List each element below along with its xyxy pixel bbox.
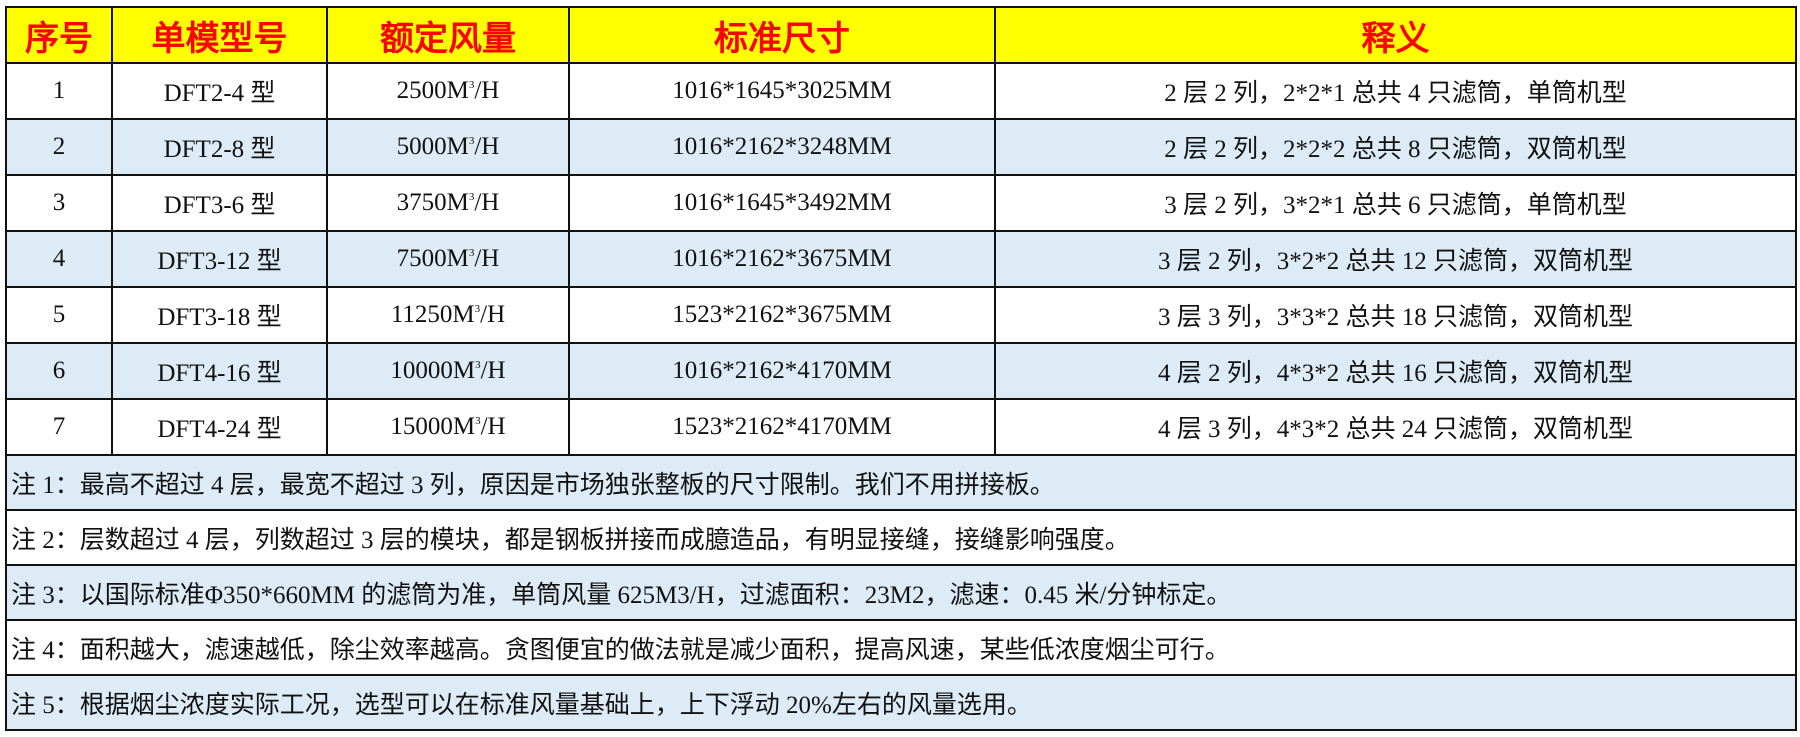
- cell-no: 6: [5, 342, 113, 400]
- table-row: 5 DFT3-18 型 11250M3/H 1523*2162*3675MM 3…: [5, 286, 1797, 344]
- note-text: 注 4：面积越大，滤速越低，除尘效率越高。贪图便宜的做法就是减少面积，提高风速，…: [5, 619, 1797, 676]
- airflow-value: 5000M: [396, 133, 469, 160]
- superscript: 3: [474, 303, 481, 315]
- superscript: 3: [475, 359, 481, 371]
- table-row: 2 DFT2-8 型 5000M3/H 1016*2162*3248MM 2 层…: [5, 118, 1797, 176]
- header-size: 标准尺寸: [568, 6, 996, 64]
- cell-no: 1: [5, 62, 113, 120]
- header-airflow: 额定风量: [326, 6, 570, 64]
- note-row: 注 5：根据烟尘浓度实际工况，选型可以在标准风量基础上，上下浮动 20%左右的风…: [5, 674, 1797, 731]
- cell-model: DFT2-4 型: [111, 62, 328, 120]
- header-desc: 释义: [994, 6, 1797, 64]
- table-row: 3 DFT3-6 型 3750M3/H 1016*1645*3492MM 3 层…: [5, 174, 1797, 232]
- cell-size: 1523*2162*3675MM: [568, 286, 996, 344]
- cell-desc: 3 层 2 列，3*2*2 总共 12 只滤筒，双筒机型: [994, 230, 1797, 288]
- note-row: 注 2：层数超过 4 层，列数超过 3 层的模块，都是钢板拼接而成臆造品，有明显…: [5, 509, 1797, 566]
- airflow-unit: /H: [474, 77, 500, 104]
- airflow-unit: /H: [480, 301, 506, 328]
- cell-airflow: 11250M3/H: [326, 286, 570, 344]
- superscript: 3: [475, 415, 481, 427]
- superscript: 3: [468, 191, 475, 203]
- cell-size: 1523*2162*4170MM: [568, 398, 996, 456]
- cell-desc: 4 层 3 列，4*3*2 总共 24 只滤筒，双筒机型: [994, 398, 1797, 456]
- cell-airflow: 3750M3/H: [326, 174, 570, 232]
- table-row: 4 DFT3-12 型 7500M3/H 1016*2162*3675MM 3 …: [5, 230, 1797, 288]
- airflow-unit: /H: [480, 357, 506, 384]
- cell-no: 3: [5, 174, 113, 232]
- airflow-value: 10000M: [390, 357, 476, 384]
- airflow-value: 7500M: [396, 245, 469, 272]
- cell-airflow: 2500M3/H: [326, 62, 570, 120]
- cell-size: 1016*2162*3248MM: [568, 118, 996, 176]
- spec-table: 序号 单模型号 额定风量 标准尺寸 释义 1 DFT2-4 型 2500M3/H…: [5, 6, 1797, 731]
- cell-model: DFT3-18 型: [111, 286, 328, 344]
- note-row: 注 1：最高不超过 4 层，最宽不超过 3 列，原因是市场独张整板的尺寸限制。我…: [5, 454, 1797, 511]
- airflow-value: 3750M: [396, 189, 469, 216]
- airflow-value: 11250M: [390, 301, 475, 328]
- note-text: 注 1：最高不超过 4 层，最宽不超过 3 列，原因是市场独张整板的尺寸限制。我…: [5, 454, 1797, 511]
- airflow-unit: /H: [474, 189, 500, 216]
- airflow-unit: /H: [474, 133, 500, 160]
- cell-no: 4: [5, 230, 113, 288]
- note-text: 注 3：以国际标准Φ350*660MM 的滤筒为准，单筒风量 625M3/H，过…: [5, 564, 1797, 621]
- cell-desc: 4 层 2 列，4*3*2 总共 16 只滤筒，双筒机型: [994, 342, 1797, 400]
- cell-size: 1016*1645*3492MM: [568, 174, 996, 232]
- cell-no: 5: [5, 286, 113, 344]
- note-row: 注 3：以国际标准Φ350*660MM 的滤筒为准，单筒风量 625M3/H，过…: [5, 564, 1797, 621]
- cell-desc: 2 层 2 列，2*2*2 总共 8 只滤筒，双筒机型: [994, 118, 1797, 176]
- superscript: 3: [468, 79, 475, 91]
- cell-size: 1016*1645*3025MM: [568, 62, 996, 120]
- header-model: 单模型号: [111, 6, 328, 64]
- cell-no: 2: [5, 118, 113, 176]
- cell-model: DFT3-6 型: [111, 174, 328, 232]
- cell-airflow: 10000M3/H: [326, 342, 570, 400]
- superscript: 3: [468, 135, 475, 147]
- cell-model: DFT2-8 型: [111, 118, 328, 176]
- airflow-value: 2500M: [396, 77, 469, 104]
- airflow-value: 15000M: [390, 413, 476, 440]
- note-text: 注 2：层数超过 4 层，列数超过 3 层的模块，都是钢板拼接而成臆造品，有明显…: [5, 509, 1797, 566]
- cell-model: DFT4-24 型: [111, 398, 328, 456]
- table-row: 7 DFT4-24 型 15000M3/H 1523*2162*4170MM 4…: [5, 398, 1797, 456]
- cell-model: DFT3-12 型: [111, 230, 328, 288]
- cell-airflow: 7500M3/H: [326, 230, 570, 288]
- note-text: 注 5：根据烟尘浓度实际工况，选型可以在标准风量基础上，上下浮动 20%左右的风…: [5, 674, 1797, 731]
- cell-no: 7: [5, 398, 113, 456]
- header-row: 序号 单模型号 额定风量 标准尺寸 释义: [5, 6, 1797, 64]
- airflow-unit: /H: [480, 413, 506, 440]
- cell-desc: 3 层 3 列，3*3*2 总共 18 只滤筒，双筒机型: [994, 286, 1797, 344]
- cell-model: DFT4-16 型: [111, 342, 328, 400]
- superscript: 3: [468, 247, 475, 259]
- table-row: 6 DFT4-16 型 10000M3/H 1016*2162*4170MM 4…: [5, 342, 1797, 400]
- table-row: 1 DFT2-4 型 2500M3/H 1016*1645*3025MM 2 层…: [5, 62, 1797, 120]
- cell-size: 1016*2162*3675MM: [568, 230, 996, 288]
- cell-desc: 2 层 2 列，2*2*1 总共 4 只滤筒，单筒机型: [994, 62, 1797, 120]
- cell-airflow: 15000M3/H: [326, 398, 570, 456]
- cell-airflow: 5000M3/H: [326, 118, 570, 176]
- note-row: 注 4：面积越大，滤速越低，除尘效率越高。贪图便宜的做法就是减少面积，提高风速，…: [5, 619, 1797, 676]
- airflow-unit: /H: [474, 245, 500, 272]
- cell-size: 1016*2162*4170MM: [568, 342, 996, 400]
- header-no: 序号: [5, 6, 113, 64]
- cell-desc: 3 层 2 列，3*2*1 总共 6 只滤筒，单筒机型: [994, 174, 1797, 232]
